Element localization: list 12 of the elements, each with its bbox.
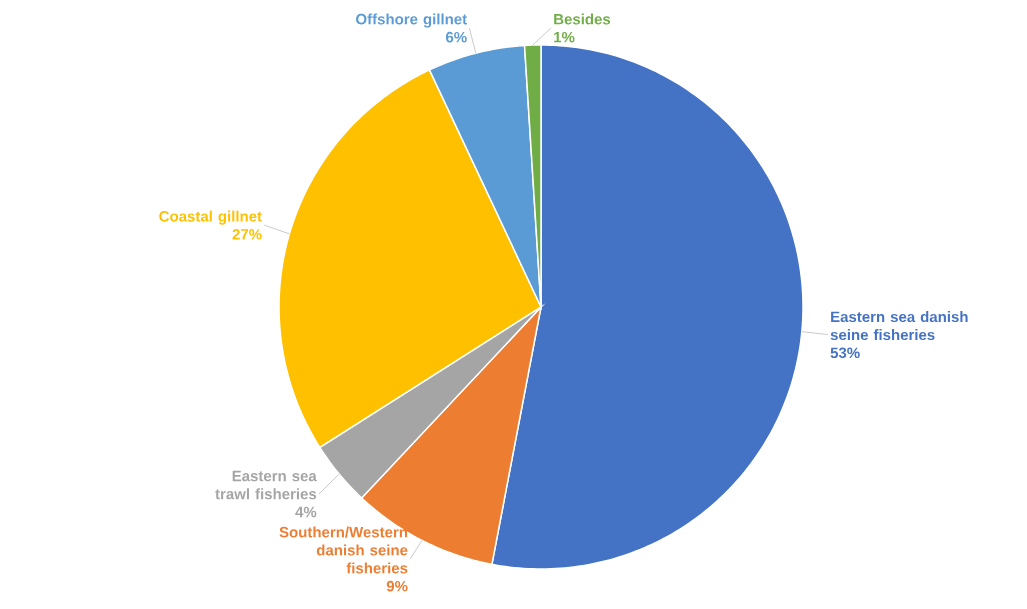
data-label: 1%	[554, 31, 575, 43]
data-label: 53%	[830, 347, 860, 359]
slice-label: Eastern sea trawl fisheries	[215, 470, 317, 500]
data-label: 6%	[446, 31, 467, 43]
slice-label: Coastal gillnet	[159, 210, 262, 225]
data-label: 4%	[295, 506, 317, 518]
slice-label: Southern/Western danish seine fisheries	[279, 526, 408, 574]
slice-label: Eastern sea danish seine fisheries	[830, 311, 968, 341]
data-label: 27%	[232, 229, 262, 240]
data-label: 9%	[386, 580, 408, 592]
slice-label: Offshore gillnet	[356, 13, 467, 28]
slice-label: Besides	[554, 13, 611, 25]
